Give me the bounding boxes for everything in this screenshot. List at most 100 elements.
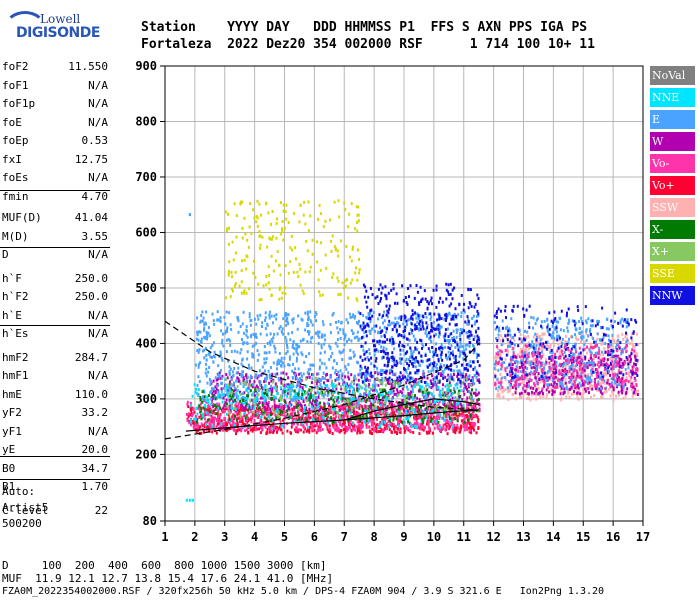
param-value: N/A xyxy=(88,424,108,438)
echo-cluster xyxy=(359,282,481,386)
param-value: 250.0 xyxy=(74,271,108,285)
x-tick-label: 14 xyxy=(546,530,560,544)
y-tick-label: 200 xyxy=(135,447,157,461)
param-value: N/A xyxy=(88,327,108,340)
autoscaler-label: Auto: xyxy=(2,485,36,498)
autoscaler-name: Artist5 xyxy=(2,501,49,514)
autoscaler-version: 500200 xyxy=(2,517,42,530)
legend-item-e: E xyxy=(650,110,695,129)
param-key: fmin xyxy=(2,189,29,203)
param-key: C-level xyxy=(2,503,49,517)
param-divider xyxy=(0,479,110,480)
y-tick-label: 700 xyxy=(135,170,157,184)
legend-item-noval: NoVal xyxy=(650,66,695,85)
param-row: foE N/A xyxy=(0,114,110,133)
param-divider xyxy=(0,190,110,191)
param-value: N/A xyxy=(88,308,108,322)
x-tick-label: 17 xyxy=(636,530,650,544)
y-tick-label: 800 xyxy=(135,114,157,128)
lowell-digisonde-logo: Lowell DIGISONDE xyxy=(2,6,132,46)
y-tick-label: 400 xyxy=(135,336,157,350)
param-key: M(D) xyxy=(2,229,29,243)
echo-point xyxy=(188,498,191,502)
param-row: foEs N/A xyxy=(0,169,110,188)
param-key: yE xyxy=(2,443,16,456)
param-key: foF1 xyxy=(2,78,29,92)
legend-item-vo-minus: Vo- xyxy=(650,154,695,173)
x-tick-label: 7 xyxy=(341,530,348,544)
param-value: 22 xyxy=(94,503,108,517)
param-key: foF1p xyxy=(2,97,36,110)
param-value: 110.0 xyxy=(74,387,108,401)
param-row: hmF1 N/A xyxy=(0,367,110,386)
param-value: 4.70 xyxy=(81,189,109,203)
y-tick-label: 300 xyxy=(135,392,157,406)
param-row: M(D) 3.55 xyxy=(0,228,110,247)
logo-arc-icon xyxy=(4,11,46,45)
x-tick-label: 6 xyxy=(311,530,318,544)
param-row: fxI 12.75 xyxy=(0,151,110,170)
x-tick-label: 4 xyxy=(251,530,258,544)
x-tick-label: 2 xyxy=(191,530,198,544)
param-value: N/A xyxy=(88,97,108,110)
param-value: 1.70 xyxy=(81,480,109,493)
param-value: 3.55 xyxy=(81,229,109,243)
param-key: foF2 xyxy=(2,60,29,73)
legend-item-sse: SSE xyxy=(650,264,695,283)
param-row: B0 34.7 xyxy=(0,460,110,479)
param-key: foEs xyxy=(2,171,29,184)
profile-line xyxy=(344,398,479,421)
param-key: yF2 xyxy=(2,406,22,419)
legend-item-nne: NNE xyxy=(650,88,695,107)
param-row: foEp 0.53 xyxy=(0,132,110,151)
footer-file-info: FZA0M_2022354002000.RSF / 320fx256h 50 k… xyxy=(2,586,605,597)
param-row: foF1p N/A xyxy=(0,95,110,114)
logo-line2: DIGISONDE xyxy=(16,25,100,41)
x-tick-label: 3 xyxy=(221,530,228,544)
param-key: foEp xyxy=(2,134,29,147)
param-group-4: hmF2 284.7 hmF1 N/A hmE 110.0 yF2 33.2 yF1 N/… xyxy=(0,349,110,497)
param-group-3: h`F 250.0 h`F2 250.0 h`E N/A h`Es N/A xyxy=(0,270,110,344)
echo-cluster xyxy=(224,199,361,302)
param-key: h`E xyxy=(2,308,22,322)
param-divider xyxy=(0,247,110,248)
x-tick-label: 16 xyxy=(606,530,620,544)
param-value: 41.04 xyxy=(74,211,108,224)
footer-muf-row: MUF 11.9 12.1 12.7 13.8 15.4 17.6 24.1 4… xyxy=(2,572,334,585)
profile-line xyxy=(164,320,479,411)
x-tick-label: 9 xyxy=(400,530,407,544)
param-key: hmF1 xyxy=(2,369,29,382)
axis-ticks: 1 2 3 4 5 6 7 8 9 10 11 12 13 14 15 16 17802003004005006… xyxy=(135,59,650,544)
param-value: 34.7 xyxy=(81,461,109,475)
param-divider xyxy=(0,456,110,457)
logo-line1: Lowell xyxy=(40,12,81,26)
param-key: h`F2 xyxy=(2,290,29,303)
param-row: hmE 110.0 xyxy=(0,386,110,405)
param-value: N/A xyxy=(88,248,108,261)
legend-item-w: W xyxy=(650,132,695,151)
param-key: h`Es xyxy=(2,327,29,340)
echo-point xyxy=(188,213,191,217)
param-row: C-level 22 xyxy=(0,502,110,521)
param-value: N/A xyxy=(88,369,108,382)
param-group-1: foF2 11.550 foF1 N/A foF1p N/A foE N/A foEp 0… xyxy=(0,58,110,206)
param-row: yF1 N/A xyxy=(0,423,110,442)
legend-item-ssw: SSW xyxy=(650,198,695,217)
echo-points xyxy=(185,199,639,502)
y-tick-label: 500 xyxy=(135,281,157,295)
footer-distance-row: D 100 200 400 600 800 1000 1500 3000 [km… xyxy=(2,559,327,572)
param-value: N/A xyxy=(88,171,108,184)
param-row: yE 20.0 xyxy=(0,441,110,460)
param-key: yF1 xyxy=(2,424,22,438)
param-value: 12.75 xyxy=(74,152,108,166)
param-key: hmF2 xyxy=(2,350,29,364)
x-tick-label: 10 xyxy=(427,530,441,544)
y-tick-label: 900 xyxy=(135,59,157,73)
param-row: foF2 11.550 xyxy=(0,58,110,77)
x-tick-label: 15 xyxy=(576,530,590,544)
legend-item-x-plus: X+ xyxy=(650,242,695,261)
legend-item-vo-plus: Vo+ xyxy=(650,176,695,195)
x-tick-label: 1 xyxy=(161,530,168,544)
param-key: foE xyxy=(2,115,22,129)
